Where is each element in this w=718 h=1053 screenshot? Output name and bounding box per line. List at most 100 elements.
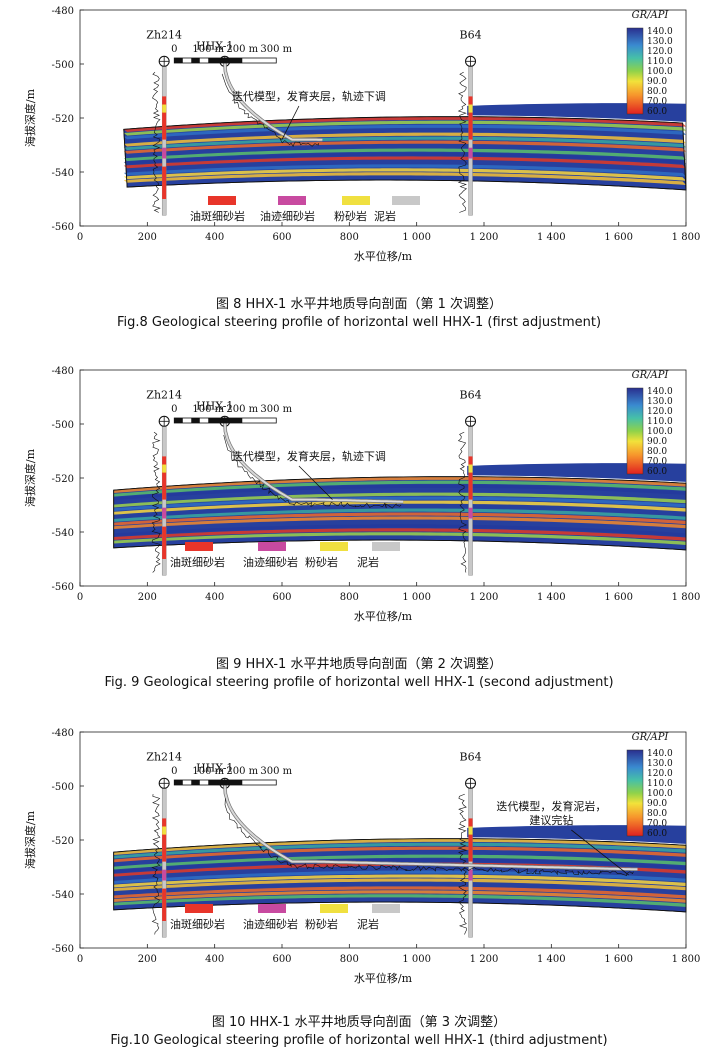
colorbar-tick-label: 60.0 <box>647 107 667 117</box>
gr-curve <box>457 431 468 573</box>
formation-layer <box>113 858 686 874</box>
x-tick-label: 400 <box>205 592 224 603</box>
legend-label: 泥岩 <box>357 917 379 931</box>
colorbar-tick-label: 130.0 <box>647 759 673 769</box>
colorbar-tick-label: 140.0 <box>647 387 673 397</box>
scale-bar <box>173 417 277 424</box>
well-lithology-column <box>161 788 167 938</box>
y-tick-label: -540 <box>52 890 74 901</box>
formation-layer <box>113 874 686 888</box>
caption-figure-10: 图 10 HHX-1 水平井地质导向剖面（第 3 次调整） Fig.10 Geo… <box>0 1014 718 1050</box>
x-tick-label: 0 <box>77 954 83 965</box>
caption-figure-9: 图 9 HHX-1 水平井地质导向剖面（第 2 次调整） Fig. 9 Geol… <box>0 656 718 692</box>
well-lithology-column <box>468 426 473 576</box>
y-axis-label: 海拔深度/m <box>23 810 37 869</box>
annotation-text: 迭代模型，发育夹层，轨迹下调 <box>232 449 386 463</box>
formation-outline <box>123 116 687 191</box>
scale-bar <box>173 57 277 64</box>
y-tick-label: -520 <box>52 474 74 485</box>
x-tick-label: 0 <box>77 232 83 243</box>
x-tick-label: 200 <box>138 954 157 965</box>
legend-label: 泥岩 <box>374 209 396 223</box>
colorbar-tick-label: 80.0 <box>647 447 667 457</box>
x-tick-label: 1 200 <box>470 954 499 965</box>
colorbar-tick-label: 110.0 <box>647 417 673 427</box>
x-tick-label: 200 <box>138 232 157 243</box>
y-axis-label: 海拔深度/m <box>23 448 37 507</box>
hhx1-trajectory <box>223 421 404 503</box>
y-tick-label: -520 <box>52 836 74 847</box>
legend-swatch <box>185 542 213 551</box>
x-tick-label: 1 600 <box>604 954 633 965</box>
formation-layer <box>113 842 686 859</box>
annotation-text: 迭代模型，发育泥岩， <box>496 799 606 813</box>
legend-swatch <box>208 196 236 205</box>
colorbar-tick-label: 120.0 <box>647 407 673 417</box>
x-tick-label: 1 200 <box>470 592 499 603</box>
caption-cn: 图 9 HHX-1 水平井地质导向剖面（第 2 次调整） <box>216 657 502 672</box>
colorbar-tick-label: 130.0 <box>647 397 673 407</box>
lithology-segment <box>468 147 473 159</box>
well-label: B64 <box>459 29 481 42</box>
x-tick-label: 1 400 <box>537 232 566 243</box>
x-tick-label: 600 <box>272 592 291 603</box>
caption-cn: 图 8 HHX-1 水平井地质导向剖面（第 1 次调整） <box>216 297 502 312</box>
annotation-leader <box>281 105 300 140</box>
formation-layer <box>113 886 686 899</box>
legend-label: 油斑细砂岩 <box>190 209 245 223</box>
lithology-segment <box>468 507 473 519</box>
well-label: HHX-1 <box>196 761 233 774</box>
lithology-segment <box>468 104 473 113</box>
lithology-segment <box>468 869 473 881</box>
formation-layer <box>123 168 687 181</box>
formation-layer <box>123 140 687 154</box>
colorbar-tick-label: 130.0 <box>647 37 673 47</box>
scale-label: 200 m <box>226 404 258 415</box>
scale-label: 0 <box>171 404 177 415</box>
annotation-text: 建议完钻 <box>529 813 573 827</box>
colorbar-tick-label: 140.0 <box>647 749 673 759</box>
colorbar-tick-label: 100.0 <box>647 67 673 77</box>
lithology-segment <box>162 826 167 835</box>
gr-curve <box>152 71 161 213</box>
formation-layer <box>123 116 687 132</box>
well-zh214 <box>151 415 170 576</box>
formation-layer <box>113 512 686 526</box>
scale-label: 200 m <box>226 766 258 777</box>
legend-label: 油迹细砂岩 <box>243 555 298 569</box>
caption-cn: 图 10 HHX-1 水平井地质导向剖面（第 3 次调整） <box>211 1015 507 1030</box>
colorbar <box>626 387 644 475</box>
y-tick-label: -480 <box>52 728 74 739</box>
hhx1-gr-curve <box>223 435 402 509</box>
x-tick-label: 800 <box>340 232 359 243</box>
legend-swatch <box>320 904 348 913</box>
formation-layer <box>113 476 686 494</box>
scale-label: 100 m <box>192 44 224 55</box>
figure-9: 海拔深度/m -480 -500 -520 -540 -560 0 200 400 600 800 1… <box>0 360 718 634</box>
x-tick-label: 200 <box>138 592 157 603</box>
x-tick-label: 400 <box>205 954 224 965</box>
formation-layer <box>123 120 687 136</box>
colorbar-tick-label: 110.0 <box>647 779 673 789</box>
formation-layer <box>113 528 686 541</box>
legend-swatch <box>278 196 306 205</box>
y-tick-label: -560 <box>52 582 74 593</box>
legend-label: 油斑细砂岩 <box>170 917 225 931</box>
x-tick-label: 800 <box>340 954 359 965</box>
y-tick-label: -540 <box>52 168 74 179</box>
caption-en: Fig.8 Geological steering profile of hor… <box>116 315 602 330</box>
colorbar-tick-label: 140.0 <box>647 27 673 37</box>
x-tick-label: 0 <box>77 592 83 603</box>
lithology-segment <box>162 104 167 113</box>
legend-label: 油迹细砂岩 <box>243 917 298 931</box>
formation-layer <box>113 846 686 863</box>
legend-label: 油迹细砂岩 <box>260 209 315 223</box>
x-tick-label: 600 <box>272 232 291 243</box>
x-axis-label: 水平位移/m <box>354 609 413 623</box>
gr-curve <box>151 794 161 935</box>
formation-layer <box>113 838 686 856</box>
formation-layer <box>113 496 686 512</box>
hhx1-gr-curve <box>224 798 634 877</box>
formation-layer <box>123 156 687 169</box>
formation-layer <box>113 532 686 545</box>
